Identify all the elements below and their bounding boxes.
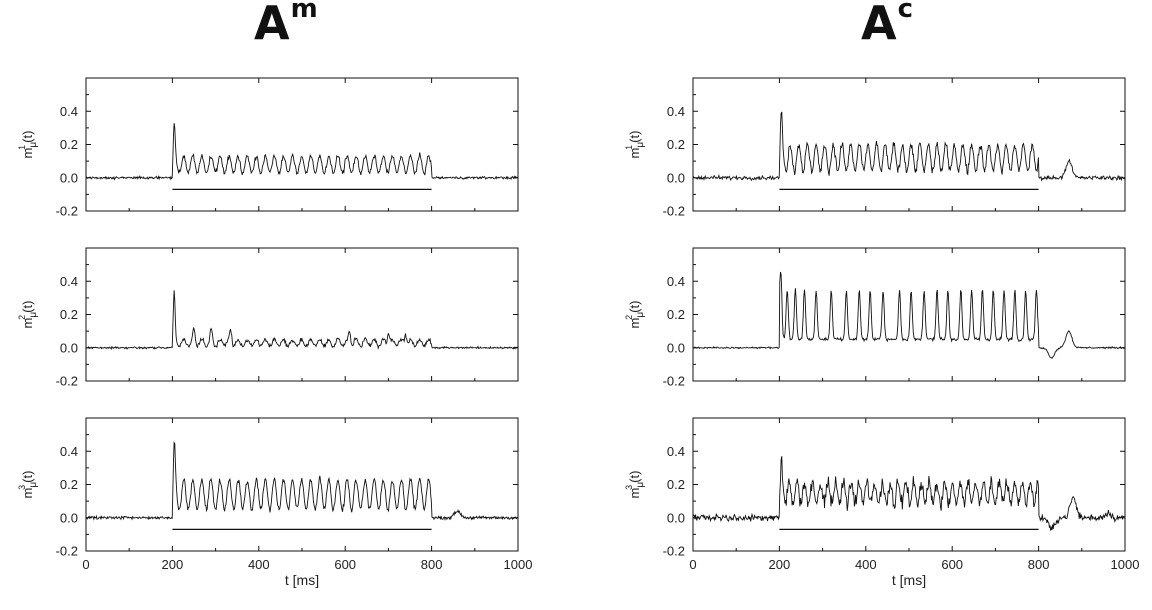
x-tick-label: 0: [82, 557, 89, 572]
y-tick-label: 0.2: [60, 137, 78, 152]
x-tick-label: 400: [248, 557, 270, 572]
y-tick-label: -0.2: [56, 544, 78, 559]
panel-title-left-sup: m: [290, 0, 318, 24]
panel-title-left: Am: [254, 0, 318, 46]
series-line: [692, 111, 1125, 182]
y-tick-label: -0.2: [56, 374, 78, 389]
y-tick-label: 0.0: [667, 510, 685, 525]
plot-frame: [692, 247, 1126, 382]
y-axis-label: mμ2(t): [17, 301, 39, 329]
subplot-m-3: 0 200 400 600 800 1000 -0.2 0.0 0.2 0.4 mμ3(t) t [m…: [17, 417, 533, 588]
y-axis-label: mμ3(t): [17, 471, 39, 499]
y-tick-label: 0.4: [60, 104, 78, 119]
subplot-c-2: -0.2 0.0 0.2 0.4 mμ2(t): [624, 247, 1126, 389]
series-line: [85, 441, 518, 521]
y-tick-label: 0.0: [60, 340, 78, 355]
y-tick-label: 0.0: [667, 170, 685, 185]
x-axis-label: t [ms]: [892, 572, 926, 588]
plot-frame: [85, 77, 519, 212]
y-tick-label: 0.2: [667, 307, 685, 322]
subplot-c-3: 0 200 400 600 800 1000 -0.2 0.0 0.2 0.4 mμ3(t) t [m…: [624, 417, 1140, 588]
x-tick-label: 1000: [1111, 557, 1140, 572]
panel-title-right: Ac: [861, 0, 913, 46]
series-line: [86, 123, 518, 181]
y-axis-label: mμ1(t): [624, 131, 646, 159]
panel-title-right-sup: c: [897, 0, 914, 24]
x-tick-label: 600: [941, 557, 963, 572]
x-axis-label: t [ms]: [285, 572, 319, 588]
y-tick-label: 0.2: [667, 477, 685, 492]
y-tick-label: 0.4: [60, 274, 78, 289]
panel-title-right-base: A: [861, 0, 897, 50]
x-tick-label: 0: [689, 557, 696, 572]
y-tick-label: -0.2: [663, 374, 685, 389]
x-tick-label: 400: [855, 557, 877, 572]
plot-frame: [692, 417, 1126, 552]
panel-title-left-base: A: [254, 0, 290, 50]
y-tick-label: 0.0: [60, 170, 78, 185]
y-tick-label: 0.2: [667, 137, 685, 152]
x-tick-label: 800: [421, 557, 443, 572]
y-tick-label: 0.2: [60, 307, 78, 322]
y-tick-label: -0.2: [663, 204, 685, 219]
plot-frame: [692, 77, 1126, 212]
y-tick-label: -0.2: [56, 204, 78, 219]
y-axis-label: mμ3(t): [624, 471, 646, 499]
y-tick-label: -0.2: [663, 544, 685, 559]
series-line: [692, 271, 1125, 359]
subplot-m-1: -0.2 0.0 0.2 0.4 mμ1(t): [17, 77, 519, 219]
series-line: [85, 290, 518, 350]
y-tick-label: 0.0: [60, 510, 78, 525]
y-tick-label: 0.0: [667, 340, 685, 355]
y-tick-label: 0.4: [667, 274, 685, 289]
x-tick-label: 200: [769, 557, 791, 572]
y-tick-label: 0.4: [667, 444, 685, 459]
x-tick-label: 800: [1028, 557, 1050, 572]
y-tick-label: 0.4: [60, 444, 78, 459]
x-tick-label: 1000: [504, 557, 533, 572]
y-tick-label: 0.2: [60, 477, 78, 492]
y-axis-label: mμ1(t): [17, 131, 39, 159]
y-tick-label: 0.4: [667, 104, 685, 119]
plot-frame: [85, 247, 519, 382]
plot-frame: [85, 417, 519, 552]
series-line: [692, 456, 1125, 531]
x-tick-label: 600: [334, 557, 356, 572]
subplot-c-1: -0.2 0.0 0.2 0.4 mμ1(t): [624, 77, 1126, 219]
subplot-m-2: -0.2 0.0 0.2 0.4 mμ2(t): [17, 247, 519, 389]
y-axis-label: mμ2(t): [624, 301, 646, 329]
x-tick-label: 200: [162, 557, 184, 572]
